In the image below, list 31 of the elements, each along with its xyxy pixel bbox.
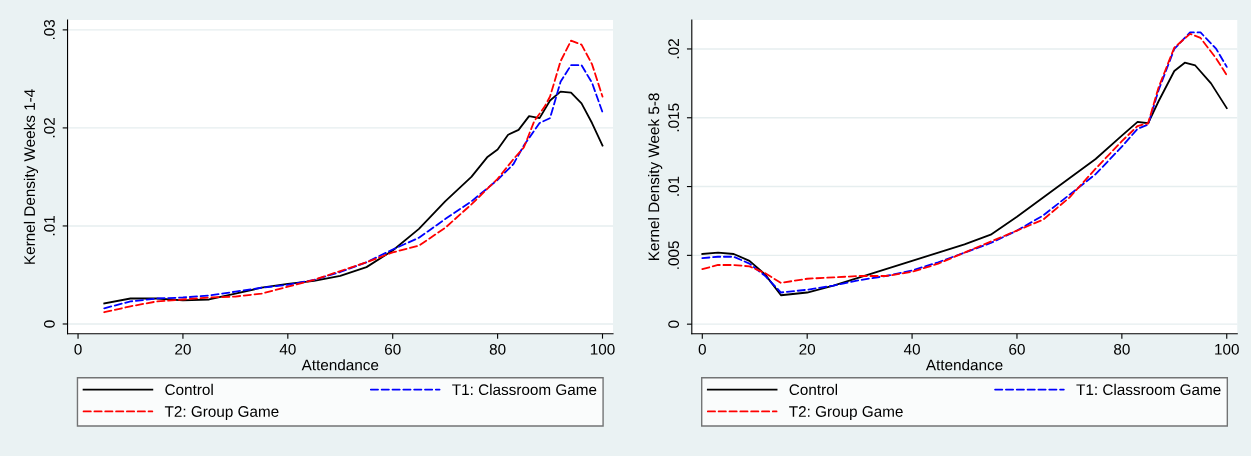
x-tick-label: 100 bbox=[1215, 343, 1239, 355]
y-axis-title: Kernel Density Week 5-8 bbox=[648, 93, 663, 261]
x-tick-label: 20 bbox=[175, 343, 191, 355]
y-tick-label: .02 bbox=[43, 118, 55, 138]
x-tick-label: 20 bbox=[799, 343, 816, 355]
x-tick-label: 60 bbox=[385, 343, 401, 355]
legend-label: Control bbox=[789, 383, 838, 396]
x-tick-label: 0 bbox=[698, 343, 706, 355]
y-axis-title: Kernel Density Weeks 1-4 bbox=[23, 89, 39, 264]
legend-label: T2: Group Game bbox=[789, 406, 903, 420]
y-tick-label: .01 bbox=[668, 176, 680, 196]
legend-label: T2: Group Game bbox=[164, 406, 279, 420]
y-tick-label: .015 bbox=[668, 103, 680, 132]
y-tick-label: 0 bbox=[43, 320, 55, 328]
y-tick-label: .005 bbox=[668, 241, 680, 269]
legend-label: T1: Classroom Game bbox=[1076, 383, 1221, 396]
x-tick-label: 40 bbox=[903, 343, 920, 355]
x-tick-label: 0 bbox=[74, 343, 82, 355]
x-axis-title: Attendance bbox=[301, 359, 379, 371]
x-tick-label: 60 bbox=[1009, 343, 1025, 355]
x-axis-title: Attendance bbox=[925, 359, 1003, 371]
x-tick-label: 80 bbox=[489, 343, 506, 355]
y-tick-label: .01 bbox=[43, 216, 55, 236]
y-tick-label: 0 bbox=[668, 320, 680, 328]
legend-label: Control bbox=[165, 383, 213, 396]
y-tick-label: .03 bbox=[43, 19, 55, 40]
legend-label: T1: Classroom Game bbox=[452, 383, 597, 396]
x-tick-label: 100 bbox=[590, 343, 615, 355]
y-tick-label: .02 bbox=[668, 39, 680, 59]
x-tick-label: 40 bbox=[279, 343, 296, 355]
x-tick-label: 80 bbox=[1114, 343, 1130, 355]
